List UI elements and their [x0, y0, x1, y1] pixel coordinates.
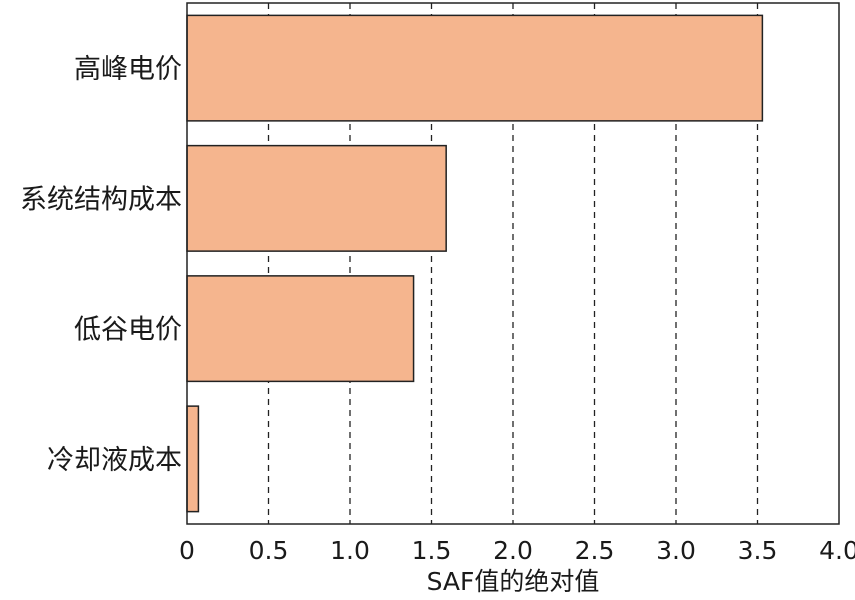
x-axis-label: SAF值的绝对值 — [427, 567, 600, 596]
x-tick-label: 2.5 — [575, 536, 615, 565]
bar — [186, 275, 415, 383]
bar — [186, 14, 764, 122]
bar — [186, 405, 200, 513]
y-tick-label: 系统结构成本 — [20, 184, 182, 215]
x-tick-label: 1.5 — [412, 536, 452, 565]
x-tick-label: 3.0 — [656, 536, 696, 565]
x-tick-label: 3.5 — [738, 536, 778, 565]
y-tick-label: 冷却液成本 — [47, 445, 182, 476]
plot-frame — [186, 2, 840, 525]
y-tick-label: 低谷电价 — [74, 315, 182, 346]
x-tick-label: 0 — [179, 536, 195, 565]
x-axis-tick-labels: 0 0.5 1.0 1.5 2.0 2.5 3.0 3.5 4.0 — [179, 536, 855, 565]
bar — [186, 144, 447, 252]
bar-layer — [186, 14, 764, 513]
x-tick-label: 4.0 — [819, 536, 855, 565]
y-tick-label: 高峰电价 — [74, 54, 182, 85]
x-tick-label: 1.0 — [330, 536, 370, 565]
grid-layer — [267, 3, 759, 524]
x-tick-label: 0.5 — [249, 536, 289, 565]
x-tick-label: 2.0 — [493, 536, 533, 565]
